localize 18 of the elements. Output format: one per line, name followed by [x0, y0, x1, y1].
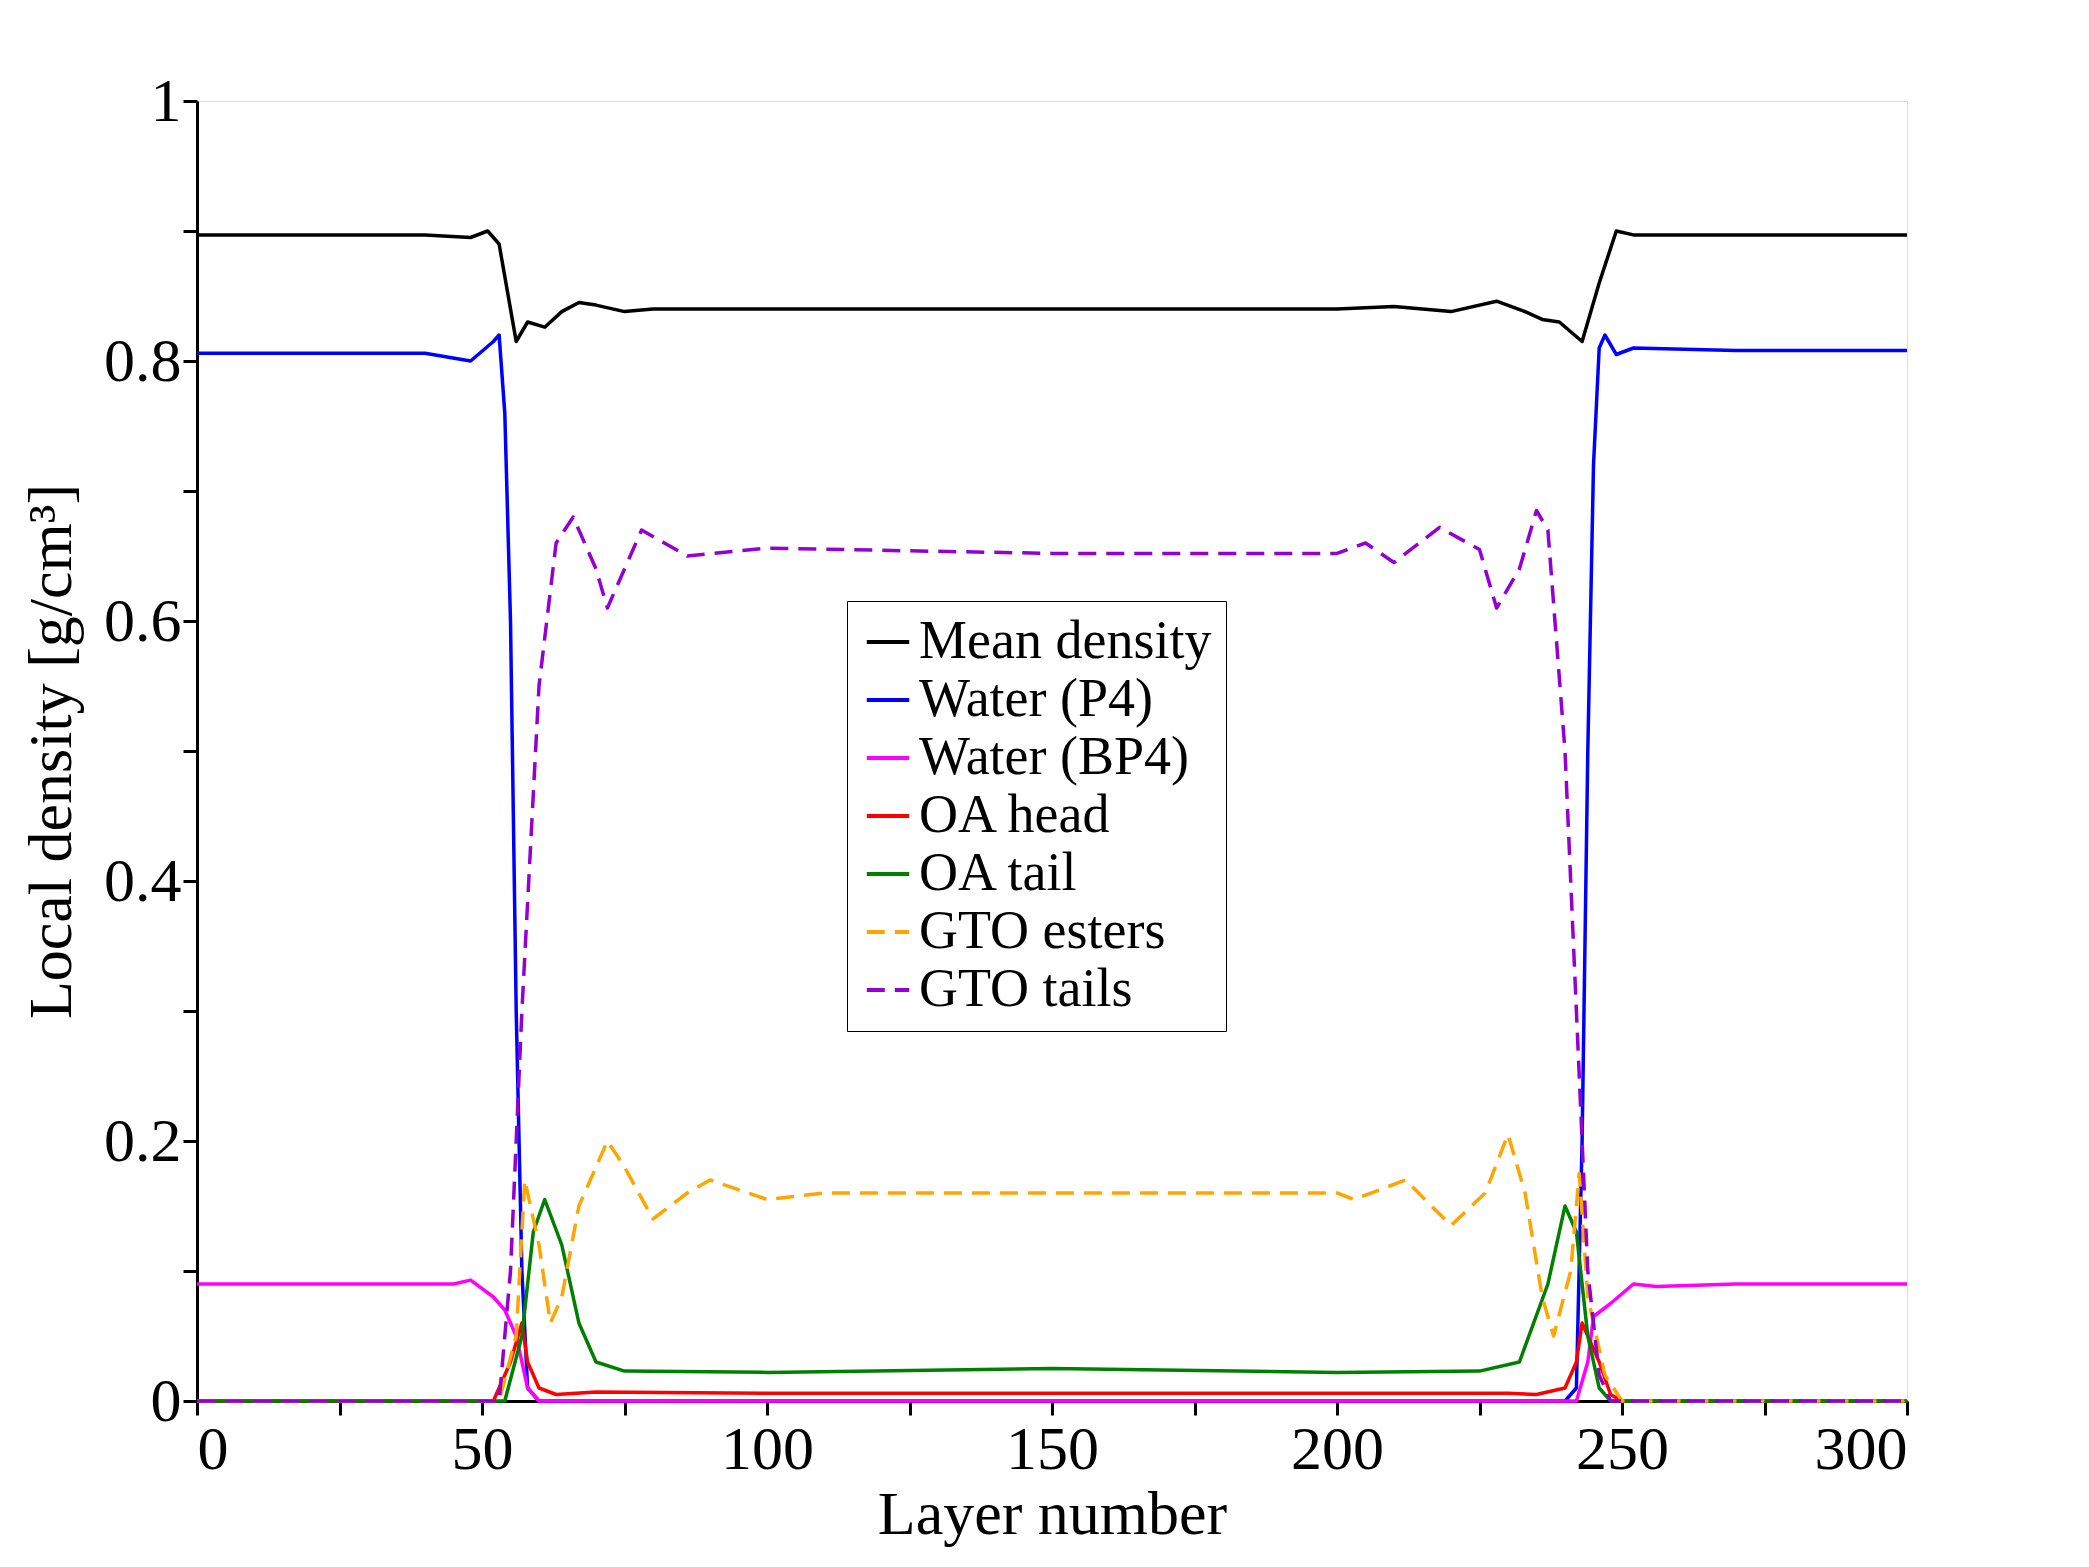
x-tick-label: 300 [1814, 1413, 1908, 1482]
y-axis-title: Local density [g/cm³] [16, 483, 84, 1020]
legend-label: GTO esters [919, 900, 1166, 960]
x-tick-label: 50 [451, 1413, 514, 1482]
y-tick-label: 1 [150, 65, 182, 134]
legend-label: OA tail [919, 842, 1077, 902]
y-tick-label: 0.6 [104, 585, 182, 654]
y-tick-label: 0.4 [104, 845, 182, 914]
x-tick-label: 200 [1291, 1413, 1384, 1482]
y-tick-label: 0.2 [104, 1105, 182, 1174]
legend-label: Water (P4) [919, 668, 1154, 728]
x-tick-label: 0 [197, 1413, 229, 1482]
legend-label: Mean density [919, 610, 1212, 670]
y-tick-label: 0 [150, 1365, 182, 1434]
x-tick-label: 100 [721, 1413, 814, 1482]
legend-label: GTO tails [919, 958, 1133, 1018]
x-tick-label: 250 [1576, 1413, 1669, 1482]
y-tick-label: 0.8 [104, 325, 182, 394]
